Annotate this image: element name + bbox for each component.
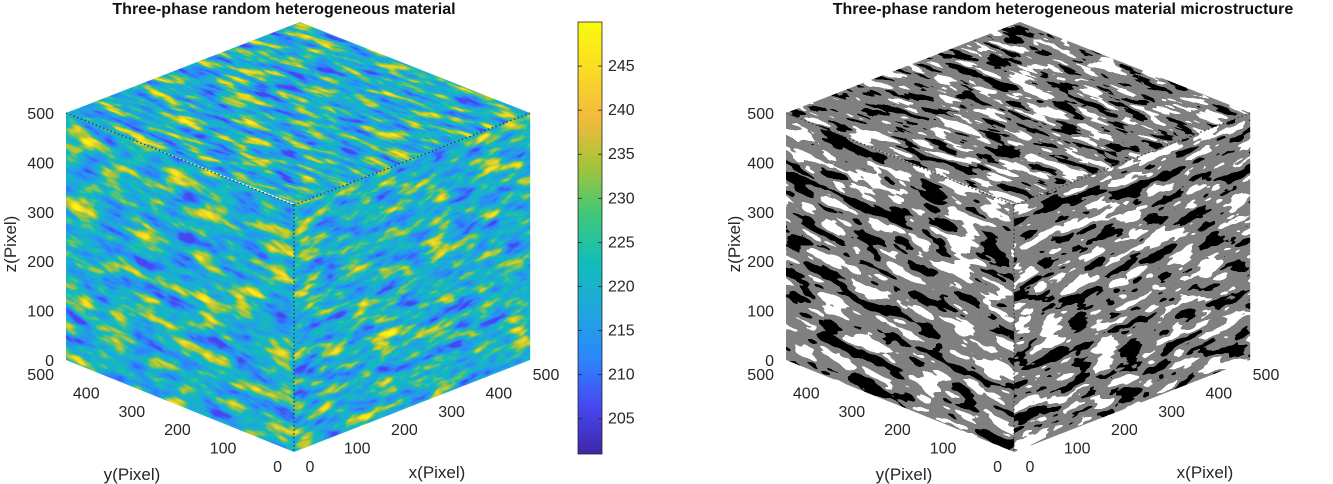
chart-left-volume: Three-phase random heterogeneous materia…: [1, 1, 635, 484]
y-tick-label: 200: [164, 422, 191, 439]
y-tick-label: 100: [930, 441, 957, 458]
cube-face-top: [785, 22, 1250, 205]
z-tick-label: 300: [747, 205, 774, 222]
cube-face-right: [1014, 112, 1251, 453]
z-tick-label: 0: [45, 353, 54, 370]
colorbar-tick-label: 220: [608, 278, 635, 295]
y-tick-label: 0: [993, 459, 1002, 476]
y-tick-label: 300: [838, 404, 865, 421]
colorbar-tick-label: 245: [608, 58, 635, 75]
y-tick-label: 400: [73, 385, 100, 402]
colorbar-tick-label: 230: [608, 190, 635, 207]
cube-edge: [65, 112, 295, 206]
y-tick-label: 500: [747, 367, 774, 384]
x-tick-label: 0: [1026, 459, 1035, 476]
z-tick-label: 200: [27, 254, 54, 271]
z-axis-label: z(Pixel): [725, 216, 744, 273]
x-axis-label: x(Pixel): [409, 463, 466, 482]
z-axis-label: z(Pixel): [1, 216, 20, 273]
y-tick-label: 300: [118, 404, 145, 421]
cube-face-top: [65, 22, 530, 205]
x-tick-label: 0: [306, 459, 315, 476]
x-tick-label: 200: [1111, 422, 1138, 439]
cube-face-right: [294, 112, 531, 453]
z-tick-label: 500: [747, 106, 774, 123]
x-axis-label: x(Pixel): [1177, 463, 1234, 482]
y-tick-label: 200: [884, 422, 911, 439]
x-tick-label: 200: [391, 422, 418, 439]
colorbar-tick-label: 225: [608, 234, 635, 251]
z-tick-label: 100: [27, 304, 54, 321]
z-tick-label: 100: [747, 304, 774, 321]
y-tick-label: 100: [210, 441, 237, 458]
x-tick-label: 400: [485, 385, 512, 402]
y-tick-label: 400: [793, 385, 820, 402]
cube-face-left: [786, 113, 1014, 453]
chart-title: Three-phase random heterogeneous materia…: [112, 1, 455, 18]
chart-right-microstructure: Three-phase random heterogeneous materia…: [725, 1, 1293, 484]
cube-volume: [785, 22, 1251, 453]
colorbar-tick-label: 205: [608, 411, 635, 428]
x-tick-label: 400: [1205, 385, 1232, 402]
z-tick-label: 400: [27, 155, 54, 172]
axis-ticks: 0100200300400500010020030040050001002003…: [747, 106, 1279, 476]
x-tick-label: 500: [1253, 367, 1280, 384]
colorbar-tick-label: 215: [608, 323, 635, 340]
z-tick-label: 400: [747, 155, 774, 172]
x-tick-label: 300: [438, 404, 465, 421]
colorbar-tick-label: 235: [608, 146, 635, 163]
z-tick-label: 300: [27, 205, 54, 222]
cube-face-left: [66, 113, 294, 453]
x-tick-label: 300: [1158, 404, 1185, 421]
cube-volume: [65, 22, 531, 453]
x-tick-label: 100: [1064, 441, 1091, 458]
y-axis-label: y(Pixel): [876, 465, 933, 484]
chart-title: Three-phase random heterogeneous materia…: [833, 1, 1294, 18]
y-tick-label: 500: [27, 367, 54, 384]
z-tick-label: 500: [27, 106, 54, 123]
axis-ticks: 0100200300400500010020030040050001002003…: [27, 106, 559, 476]
y-axis-label: y(Pixel): [104, 465, 161, 484]
z-tick-label: 0: [765, 353, 774, 370]
colorbar: 205 210 215 220 225 230 235 240 245: [577, 21, 635, 455]
y-tick-label: 0: [273, 459, 282, 476]
colorbar-tick-label: 240: [608, 102, 635, 119]
colorbar-tick-label: 210: [608, 367, 635, 384]
x-tick-label: 100: [344, 441, 371, 458]
colorbar-gradient: [577, 21, 603, 455]
x-tick-label: 500: [533, 367, 560, 384]
z-tick-label: 200: [747, 254, 774, 271]
cube-edge: [785, 112, 1015, 206]
